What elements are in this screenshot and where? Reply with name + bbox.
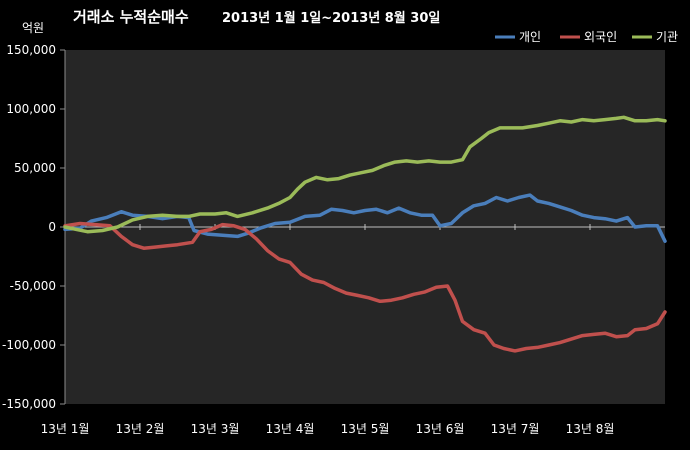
series-line-3 — [63, 115, 667, 234]
legend-label-3: 기관 — [656, 30, 678, 44]
series-group — [63, 115, 667, 353]
x-tick-label: 13년 5월 — [341, 422, 390, 436]
legend: 개인 외국인 기관 — [495, 30, 678, 44]
y-tick-label: 150,000 — [6, 43, 56, 57]
y-unit-label: 억원 — [22, 21, 44, 35]
legend-label-2: 외국인 — [584, 30, 617, 44]
y-axis: 150,000 100,000 50,000 0 -50,000 -100,000 -150… — [2, 43, 66, 411]
y-tick-label: -50,000 — [10, 279, 56, 293]
x-axis: 13년 1월 13년 2월 13년 3월 13년 4월 13년 5월 13년 6월 13년 … — [41, 224, 665, 436]
y-tick-label: 100,000 — [6, 102, 56, 116]
x-tick-label: 13년 1월 — [41, 422, 90, 436]
x-tick-label: 13년 7월 — [491, 422, 540, 436]
x-tick-label: 13년 3월 — [191, 422, 240, 436]
y-tick-label: -150,000 — [2, 397, 56, 411]
y-tick-label: 0 — [48, 220, 56, 234]
y-tick-label: 50,000 — [14, 161, 56, 175]
chart-title-period: 2013년 1월 1일~2013년 8월 30일 — [222, 10, 440, 26]
x-tick-label: 13년 4월 — [266, 422, 315, 436]
x-tick-label: 13년 8월 — [566, 422, 615, 436]
y-tick-label: -100,000 — [2, 338, 56, 352]
series-line-2 — [63, 221, 667, 353]
x-tick-label: 13년 6월 — [416, 422, 465, 436]
x-tick-label: 13년 2월 — [116, 422, 165, 436]
legend-label-1: 개인 — [519, 30, 541, 44]
chart-title-main: 거래소 누적순매수 — [73, 8, 189, 26]
